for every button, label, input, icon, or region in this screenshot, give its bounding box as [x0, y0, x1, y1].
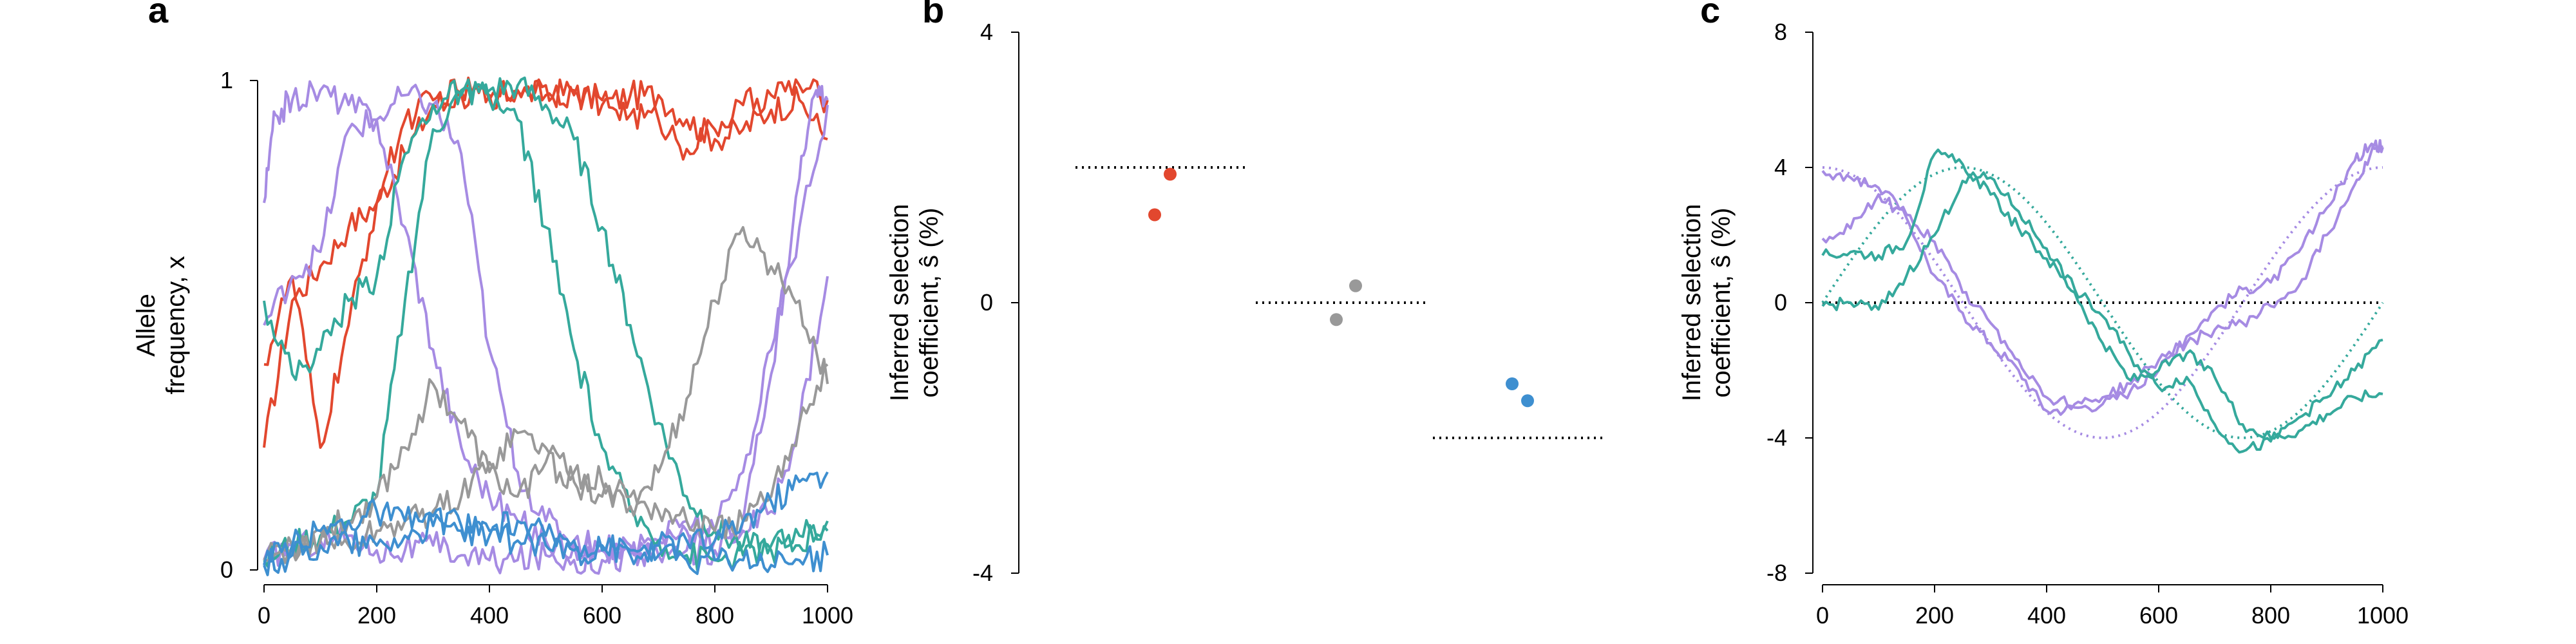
y-axis-title-line: Inferred selection	[886, 204, 914, 402]
x-tick-label: 1000	[2357, 602, 2409, 629]
panel-b: b -4 0 4 Inferred selectioncoefficient, ŝ (%…	[886, 0, 1607, 586]
x-tick-label: 1000	[802, 602, 853, 629]
trajectory-red	[263, 76, 829, 449]
trajectory-red	[263, 78, 828, 448]
y-axis-title-line: coefficient, ŝ (%)	[915, 208, 943, 398]
trajectory-purple	[263, 104, 829, 575]
trajectory-purple	[263, 80, 829, 567]
y-tick-label: 8	[1774, 19, 1787, 45]
inferred-curve-teal	[1821, 148, 2383, 440]
y-axis-title: Inferred selectioncoefficient, ŝ (%)	[1678, 204, 1736, 402]
x-tick-label: 800	[2251, 602, 2290, 629]
trajectory-blue	[263, 471, 829, 565]
inferred-point-blue	[1506, 377, 1519, 390]
x-tick-label: 600	[583, 602, 621, 629]
panel-letter-b: b	[922, 0, 944, 30]
x-tick-label: 400	[2027, 602, 2066, 629]
y-axis-title: Allelefrequency, x	[132, 256, 190, 395]
x-tick-label: 200	[1915, 602, 1954, 629]
y-tick-label: 4	[980, 19, 993, 45]
y-tick-label: -4	[1766, 424, 1787, 451]
y-tick-label: 0	[980, 289, 993, 316]
inferred-point-gray	[1349, 279, 1362, 292]
y-tick-label: -8	[1766, 560, 1787, 586]
y-tick-label: -4	[972, 560, 993, 586]
x-tick-label: 200	[357, 602, 396, 629]
y-tick-label: 1	[220, 67, 233, 93]
x-tick-label: 0	[1816, 602, 1829, 629]
panel-a: a 0 1 0 200 400 600 800 1000 Allelefrequency, x	[132, 0, 853, 629]
y-tick-label: 4	[1774, 154, 1787, 180]
inferred-point-gray	[1330, 313, 1343, 327]
inferred-curve-purple	[1821, 144, 2383, 411]
x-tick-label: 600	[2139, 602, 2178, 629]
trajectory-blue	[263, 511, 829, 576]
y-axis-title-line: Inferred selection	[1678, 204, 1706, 402]
inferred-point-red	[1164, 167, 1177, 181]
inferred-point-blue	[1521, 394, 1534, 408]
y-axis-title-line: Allele	[132, 294, 160, 357]
y-tick-label: 0	[220, 556, 233, 583]
inferred-point-red	[1148, 208, 1161, 222]
trajectory-purple	[263, 84, 829, 560]
x-tick-label: 400	[470, 602, 509, 629]
x-tick-label: 0	[258, 602, 270, 629]
y-axis-title: Inferred selectioncoefficient, ŝ (%)	[886, 204, 943, 402]
y-axis-title-line: coefficient, ŝ (%)	[1707, 208, 1736, 398]
panel-letter-c: c	[1700, 0, 1720, 30]
y-axis-title-line: frequency, x	[162, 256, 190, 395]
trajectory-gray	[263, 226, 829, 564]
inferred-curve-teal	[1821, 171, 2383, 454]
inferred-curve-purple	[1821, 139, 2384, 416]
x-tick-label: 800	[696, 602, 734, 629]
y-tick-label: 0	[1774, 289, 1787, 316]
trajectory-teal	[263, 76, 829, 568]
panel-c: c -8 -4 0 4 8 0 200 400 600 800 1000 Inferred select…	[1678, 0, 2409, 629]
panel-letter-a: a	[148, 0, 169, 30]
